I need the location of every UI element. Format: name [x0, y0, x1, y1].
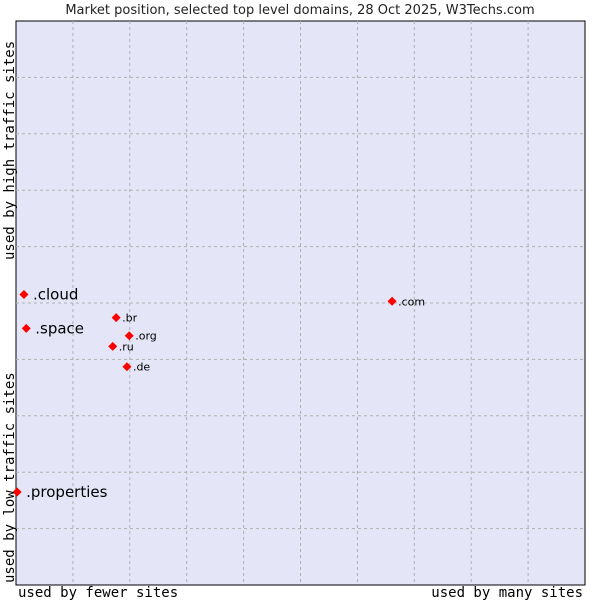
point-label: .ru: [119, 340, 134, 353]
data-point: [111, 313, 121, 323]
x-label-right: used by many sites: [431, 585, 583, 600]
points: .cloud .space .properties .br .org.ru .de .com: [12, 286, 425, 501]
point-label: .cloud: [33, 286, 78, 304]
data-point: [21, 323, 31, 333]
point-label: .space: [35, 319, 84, 337]
point-label: .br: [122, 312, 137, 325]
data-point: [387, 296, 397, 306]
point-label: .com: [398, 295, 425, 308]
x-label-left: used by fewer sites: [18, 585, 178, 600]
point-label: .org: [135, 330, 157, 343]
y-label-top: used by high traffic sites: [2, 41, 18, 260]
y-label-bottom: used by low traffic sites: [2, 372, 18, 583]
data-point: [108, 341, 118, 351]
chart-title: Market position, selected top level doma…: [65, 3, 534, 18]
point-label: .properties: [26, 483, 107, 501]
data-point: [19, 290, 29, 300]
grid: [16, 21, 585, 585]
data-point: [124, 331, 134, 341]
point-label: .de: [133, 361, 150, 374]
data-point: [12, 487, 22, 497]
data-point: [122, 362, 132, 372]
